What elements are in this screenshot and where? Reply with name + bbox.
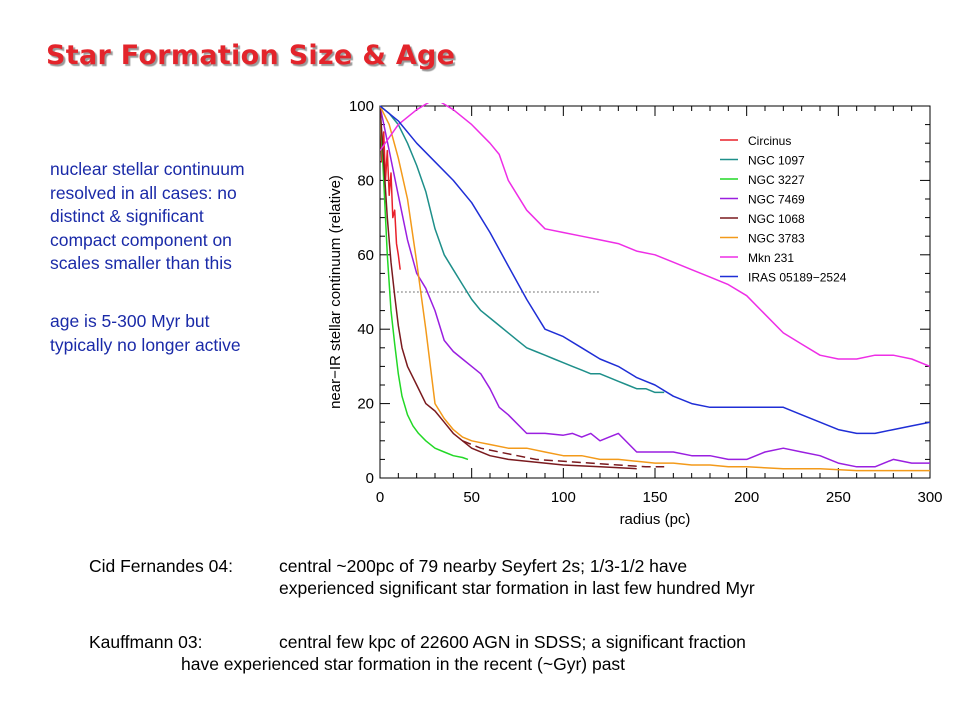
page-title: Star Formation Size & Age: [46, 40, 456, 71]
note-line: nuclear stellar continuum: [50, 159, 245, 179]
series-line-ngc-7469: [380, 105, 930, 468]
x-tick-label: 100: [551, 489, 576, 506]
legend-label: NGC 1068: [748, 212, 805, 226]
x-tick-label: 0: [376, 489, 384, 506]
reference-text-line1: central ~200pc of 79 nearby Seyfert 2s; …: [279, 556, 688, 576]
note-resolved-continuum: nuclear stellar continuum resolved in al…: [50, 158, 310, 276]
series-line-ngc-1068: [380, 105, 637, 470]
reference-text-line2: have experienced star formation in the r…: [181, 654, 626, 674]
note-line: typically no longer active: [50, 334, 241, 355]
legend-label: NGC 3227: [748, 173, 805, 187]
series-line-circinus: [380, 105, 401, 270]
note-line: compact component on: [50, 229, 232, 250]
series-line-ngc-3783: [380, 105, 930, 472]
stellar-continuum-chart: 0 50 100 150 200 250 300 0 20 40 60 80 100 radius (pc…: [327, 98, 943, 528]
x-tick-label: 250: [826, 489, 851, 506]
series-line-dashed-extension: [462, 440, 665, 468]
x-tick-label: 200: [734, 489, 759, 506]
x-tick-label: 150: [642, 489, 667, 506]
series-line-ngc-1097: [380, 105, 665, 394]
legend-label: NGC 7469: [748, 193, 805, 207]
note-line: age is 5-300 Myr but: [50, 311, 210, 331]
legend-label: NGC 1097: [748, 154, 805, 168]
y-axis-label: near−IR stellar continuum (relative): [327, 175, 344, 409]
y-tick-label: 0: [366, 470, 374, 487]
y-tick-label: 40: [357, 321, 374, 338]
x-axis-label: radius (pc): [620, 511, 691, 528]
series-line-ngc-3227: [380, 105, 469, 461]
y-tick-label: 20: [357, 396, 374, 413]
series-line-iras-05189-2524: [380, 105, 930, 435]
y-tick-label: 60: [357, 247, 374, 264]
legend-label: Circinus: [748, 134, 791, 148]
legend-label: Mkn 231: [748, 251, 794, 265]
note-age: age is 5-300 Myr but typically no longer…: [50, 310, 310, 357]
reference-label: Kauffmann 03:: [89, 632, 203, 652]
y-tick-label: 80: [357, 172, 374, 189]
legend-label: NGC 3783: [748, 232, 805, 246]
reference-text-line1: central few kpc of 22600 AGN in SDSS; a …: [279, 632, 746, 652]
x-tick-label: 300: [917, 489, 942, 506]
reference-text-line2: experienced significant star formation i…: [279, 578, 755, 598]
y-tick-label: 100: [349, 98, 374, 115]
x-tick-label: 50: [463, 489, 480, 506]
note-line: resolved in all cases: no: [50, 182, 237, 203]
legend-label: IRAS 05189−2524: [748, 271, 847, 285]
series-line-mkn-231: [380, 103, 930, 368]
note-line: distinct & significant: [50, 206, 204, 226]
note-line: scales smaller than this: [50, 253, 232, 273]
reference-label: Cid Fernandes 04:: [89, 556, 233, 576]
